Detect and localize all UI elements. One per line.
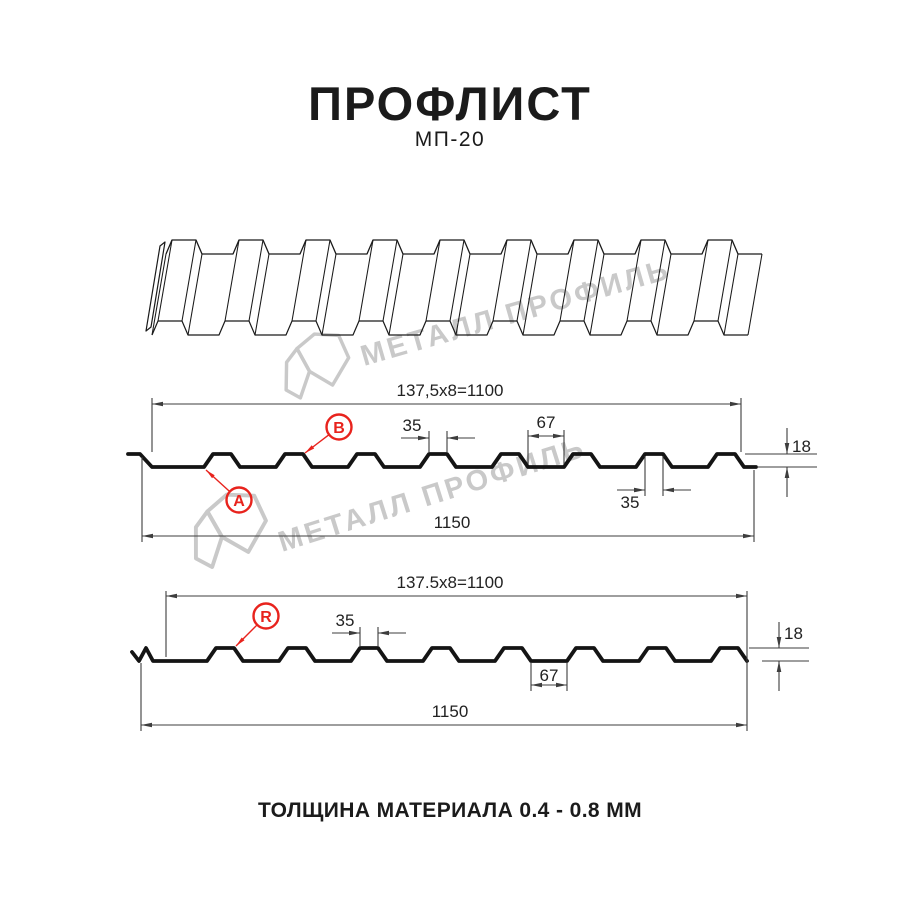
- sheet-3d-bend-line: [157, 239, 173, 322]
- dimension-arrowhead: [784, 443, 790, 454]
- material-thickness-note: ТОЛЩИНА МАТЕРИАЛА 0.4 - 0.8 ММ: [257, 799, 643, 822]
- profile-3d-view: [145, 239, 763, 336]
- sheet-3d-bend-line: [358, 239, 374, 322]
- dimension-arrowhead: [553, 433, 564, 439]
- callout-letter: R: [260, 609, 272, 626]
- dimension-arrowhead: [776, 661, 782, 672]
- sheet-3d-near-edge: [165, 239, 762, 255]
- cross-section-wall: 137,5x8=1100 1150 35 67 35 18 B A: [126, 381, 817, 542]
- sheet-3d-bend-line: [291, 239, 307, 322]
- dimension-arrowhead: [378, 630, 389, 636]
- sheet-3d-bend-line: [583, 239, 599, 322]
- dimension-label: 35: [403, 416, 422, 435]
- brand-logo-facet: [284, 346, 312, 400]
- callout-circle: [252, 602, 280, 630]
- brand-watermark-upper: МЕТАЛЛ ПРОФИЛЬ: [284, 254, 674, 400]
- profile-model-subtitle: МП-20: [414, 128, 486, 151]
- dimension-arrowhead: [784, 467, 790, 478]
- dimension-arrowhead: [776, 637, 782, 648]
- dimension-label: 18: [784, 624, 803, 643]
- callout-circle: [225, 486, 253, 514]
- dimension-arrowhead: [634, 487, 645, 493]
- sheet-3d-bend-line: [425, 239, 441, 322]
- dimension-label: 18: [792, 437, 811, 456]
- callout-circle: [325, 413, 353, 441]
- sheet-3d-bend-line: [315, 239, 331, 322]
- dimension-arrowhead: [349, 630, 360, 636]
- callout-letter: B: [333, 420, 345, 437]
- sheet-3d-bend-line: [516, 239, 532, 322]
- brand-logo-icon: [284, 332, 351, 400]
- sheet-3d-bend-line: [559, 239, 575, 322]
- dimension-arrowhead: [305, 445, 315, 453]
- sheet-3d-bend-line: [187, 253, 203, 336]
- sheet-3d-bend-line: [388, 253, 404, 336]
- dimension-arrowhead: [531, 682, 542, 688]
- sheet-3d-bend-line: [224, 239, 240, 322]
- brand-logo-facet: [193, 509, 224, 570]
- dimension-label: 137.5x8=1100: [397, 573, 504, 592]
- sheet-3d-bend-line: [522, 253, 538, 336]
- sheet-3d-bend-line: [747, 253, 763, 336]
- dimension-label: 67: [540, 666, 559, 685]
- callout-letter: A: [233, 493, 245, 510]
- sheet-3d-cut-edge: [145, 241, 166, 332]
- sheet-3d-bend-line: [254, 253, 270, 336]
- dimension-label: 35: [336, 611, 355, 630]
- sheet-3d-bend-line: [455, 253, 471, 336]
- sheet-3d-bend-line: [717, 239, 733, 322]
- dimension-arrowhead: [736, 593, 747, 599]
- dimension-label: 1150: [434, 513, 471, 532]
- dimension-arrowhead: [141, 722, 152, 728]
- dimension-arrowhead: [743, 533, 754, 539]
- brand-watermark-text: МЕТАЛЛ ПРОФИЛЬ: [357, 254, 674, 373]
- dimension-label: 137,5x8=1100: [397, 381, 504, 400]
- sheet-3d-bend-line: [626, 239, 642, 322]
- sheet-3d-bend-line: [382, 239, 398, 322]
- dimension-label: 67: [537, 413, 556, 432]
- profile-outline-wall: [126, 452, 758, 469]
- dimension-arrowhead: [166, 593, 177, 599]
- cross-section-roof: 137.5x8=1100 1150 35 67 18 R: [130, 573, 809, 731]
- dimension-arrowhead: [236, 637, 245, 646]
- sheet-3d-bend-line: [181, 239, 197, 322]
- sheet-3d-bend-line: [492, 239, 508, 322]
- dimension-arrowhead: [736, 722, 747, 728]
- sheet-3d-bend-line: [151, 253, 167, 336]
- dimension-arrowhead: [206, 470, 215, 479]
- sheet-3d-bend-line: [693, 239, 709, 322]
- dimension-label: 1150: [432, 702, 469, 721]
- profile-outline-roof: [130, 646, 749, 663]
- dimension-arrowhead: [528, 433, 539, 439]
- brand-watermark-text: МЕТАЛЛ ПРОФИЛЬ: [274, 432, 589, 559]
- dimension-label: 35: [621, 493, 640, 512]
- page-title: ПРОФЛИСТ: [308, 77, 592, 130]
- dimension-arrowhead: [447, 435, 458, 441]
- dimension-arrowhead: [663, 487, 674, 493]
- dimension-arrowhead: [418, 435, 429, 441]
- dimension-arrowhead: [152, 401, 163, 407]
- dimension-arrowhead: [556, 682, 567, 688]
- sheet-3d-bend-line: [589, 253, 605, 336]
- sheet-3d-bend-line: [248, 239, 264, 322]
- sheet-3d-bend-line: [656, 253, 672, 336]
- sheet-3d-bend-line: [321, 253, 337, 336]
- sheet-3d-bend-line: [650, 239, 666, 322]
- dimension-arrowhead: [142, 533, 153, 539]
- sheet-3d-bend-line: [449, 239, 465, 322]
- dimension-arrowhead: [730, 401, 741, 407]
- sheet-3d-bend-line: [723, 253, 739, 336]
